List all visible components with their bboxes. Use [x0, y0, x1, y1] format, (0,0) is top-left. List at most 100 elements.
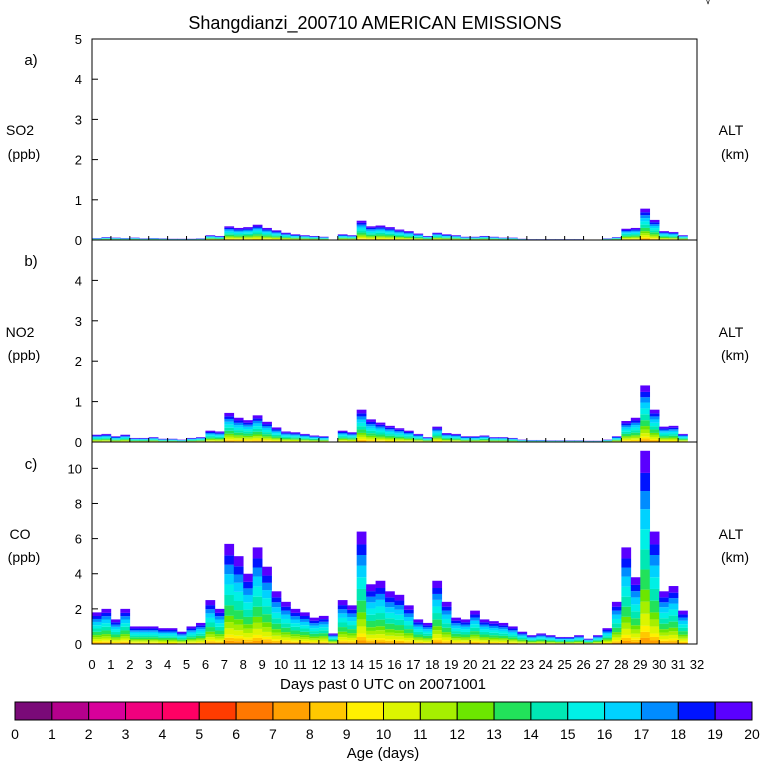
- age-segment: [413, 236, 424, 238]
- age-segment: [630, 232, 641, 235]
- age-segment: [621, 228, 632, 231]
- age-segment: [668, 238, 679, 239]
- age-segment: [233, 630, 244, 636]
- age-segment: [205, 238, 216, 239]
- age-segment: [659, 438, 669, 440]
- age-segment: [470, 640, 480, 642]
- age-segment: [403, 440, 414, 441]
- age-segment: [233, 229, 244, 231]
- age-segment: [262, 566, 272, 576]
- age-segment: [347, 621, 357, 626]
- age-segment: [318, 642, 329, 644]
- age-segment: [611, 436, 622, 438]
- age-segment: [328, 633, 339, 635]
- age-segment: [422, 631, 433, 634]
- age-segment: [470, 617, 480, 621]
- age-segment: [243, 237, 254, 239]
- time-step-bar: [574, 635, 584, 644]
- age-segment: [545, 640, 556, 642]
- panel-tag: b): [24, 253, 37, 270]
- age-segment: [621, 429, 632, 432]
- age-segment: [214, 612, 225, 617]
- age-segment: [214, 439, 225, 441]
- age-segment: [243, 573, 254, 582]
- age-segment: [347, 438, 357, 440]
- age-segment: [92, 434, 102, 436]
- age-segment: [110, 439, 121, 441]
- age-segment: [659, 431, 669, 433]
- age-segment: [195, 635, 206, 639]
- age-segment: [640, 601, 651, 614]
- colorbar-swatch: [383, 701, 421, 721]
- age-segment: [403, 633, 414, 636]
- x-tick-label: 29: [633, 657, 647, 672]
- age-segment: [366, 438, 376, 440]
- age-segment: [460, 436, 471, 437]
- age-segment: [630, 417, 641, 421]
- age-segment: [536, 639, 547, 642]
- age-segment: [593, 642, 603, 643]
- age-segment: [252, 226, 263, 228]
- age-segment: [356, 434, 367, 437]
- age-segment: [640, 491, 651, 510]
- chart-title: Shangdianzi_200710 AMERICAN EMISSIONS: [188, 13, 561, 34]
- age-segment: [309, 436, 320, 438]
- age-segment: [451, 636, 461, 639]
- series-bars: [92, 450, 688, 644]
- colorbar-tick-label: 13: [486, 726, 502, 742]
- age-segment: [262, 234, 272, 236]
- age-segment: [356, 238, 367, 239]
- age-segment: [621, 237, 632, 239]
- age-segment: [375, 236, 386, 238]
- age-segment: [451, 433, 461, 435]
- age-segment: [356, 238, 367, 240]
- time-step-bar: [233, 556, 244, 644]
- age-segment: [479, 626, 490, 630]
- age-segment: [555, 637, 565, 639]
- y-tick-label: 2: [75, 153, 82, 168]
- age-segment: [262, 622, 272, 628]
- age-segment: [526, 638, 537, 640]
- age-segment: [403, 629, 414, 634]
- age-segment: [649, 555, 660, 566]
- age-segment: [233, 234, 244, 236]
- age-segment: [611, 606, 622, 611]
- age-segment: [129, 631, 140, 634]
- age-segment: [299, 440, 310, 442]
- age-segment: [460, 438, 471, 439]
- age-segment: [403, 234, 414, 236]
- age-segment: [271, 623, 282, 630]
- age-segment: [186, 642, 197, 643]
- age-segment: [233, 435, 244, 437]
- age-segment: [479, 619, 490, 623]
- age-segment: [347, 237, 357, 238]
- age-segment: [167, 630, 178, 632]
- age-segment: [611, 640, 622, 642]
- age-segment: [233, 425, 244, 428]
- age-segment: [243, 594, 254, 603]
- age-segment: [271, 238, 282, 240]
- age-segment: [271, 427, 282, 430]
- age-segment: [366, 638, 376, 641]
- age-segment: [470, 438, 480, 440]
- time-step-bar: [470, 610, 480, 644]
- colorbar-tick-label: 15: [560, 726, 576, 742]
- age-segment: [205, 435, 216, 437]
- age-segment: [640, 385, 651, 392]
- age-segment: [129, 637, 140, 640]
- age-segment: [205, 617, 216, 623]
- x-tick-label: 19: [444, 657, 458, 672]
- age-segment: [659, 234, 669, 236]
- age-segment: [356, 426, 367, 430]
- age-segment: [252, 224, 263, 227]
- age-segment: [432, 638, 443, 641]
- age-segment: [337, 440, 348, 441]
- time-step-bar: [148, 437, 159, 442]
- age-segment: [470, 614, 480, 618]
- age-segment: [186, 630, 197, 632]
- age-segment: [451, 623, 461, 626]
- age-segment: [120, 642, 131, 644]
- age-segment: [356, 626, 367, 634]
- age-segment: [394, 231, 405, 233]
- age-segment: [337, 613, 348, 618]
